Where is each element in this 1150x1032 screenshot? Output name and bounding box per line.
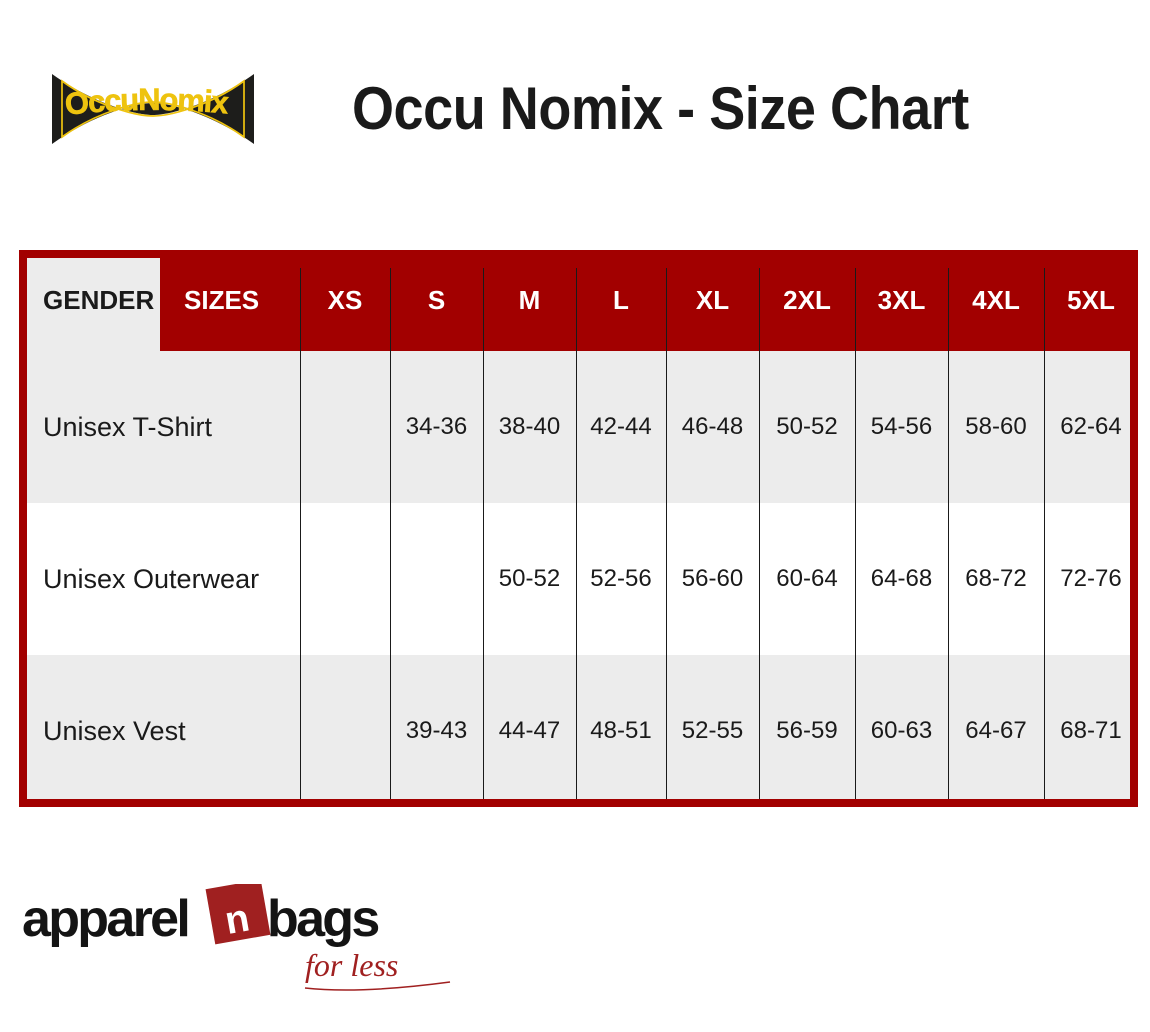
svg-text:for less: for less <box>305 947 398 983</box>
svg-text:OccuNomix: OccuNomix <box>63 82 231 122</box>
svg-text:apparel: apparel <box>22 890 188 948</box>
